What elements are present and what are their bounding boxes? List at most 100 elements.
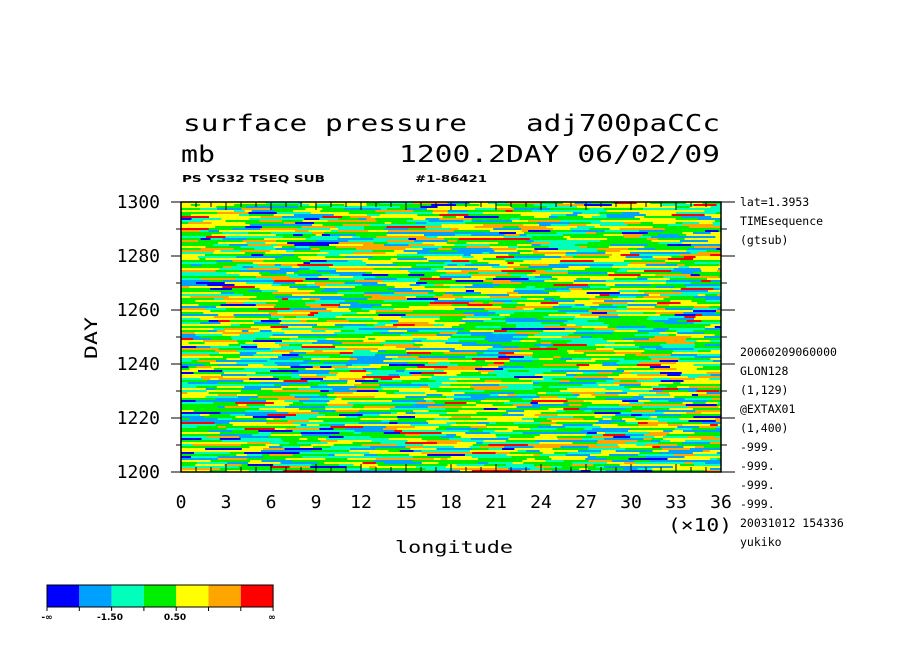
heatmap-cell — [655, 258, 668, 260]
heatmap-cell — [676, 468, 711, 470]
heatmap-cell — [181, 356, 204, 358]
heatmap-cell — [625, 434, 644, 436]
heatmap-cell — [275, 270, 299, 272]
heatmap-cell — [226, 358, 241, 360]
heatmap-cell — [345, 468, 370, 470]
heatmap-cell — [545, 460, 564, 462]
heatmap-cell — [390, 246, 411, 248]
heatmap-cell — [506, 410, 525, 412]
heatmap-cell — [528, 230, 551, 232]
heatmap-cell — [249, 380, 284, 382]
heatmap-cell — [181, 296, 191, 298]
heatmap-cell — [654, 436, 663, 438]
heatmap-cell — [349, 388, 376, 390]
heatmap-cell — [675, 334, 715, 336]
heatmap-cell — [227, 300, 261, 302]
heatmap-cell — [195, 400, 234, 402]
heatmap-cell — [219, 268, 241, 270]
heatmap-cell — [586, 354, 625, 356]
chart-units: mb — [181, 142, 215, 168]
x-tick-label: 12 — [350, 492, 372, 513]
heatmap-cell — [418, 356, 456, 358]
heatmap-cell — [648, 338, 687, 340]
heatmap-cell — [557, 438, 582, 440]
heatmap-cell — [619, 404, 652, 406]
heatmap-cell — [584, 410, 592, 412]
heatmap-cell — [606, 210, 647, 212]
heatmap-cell — [310, 386, 343, 388]
heatmap-cell — [367, 214, 380, 216]
heatmap-cell — [527, 336, 562, 338]
heatmap-cell — [639, 346, 663, 348]
heatmap-cell — [402, 318, 440, 320]
heatmap-cell — [310, 260, 327, 262]
heatmap-cell — [476, 224, 484, 226]
heatmap-cell — [272, 390, 304, 392]
heatmap-cell — [538, 416, 574, 418]
heatmap-cell — [528, 294, 561, 296]
heatmap-cell — [716, 380, 721, 382]
heatmap-cell — [281, 386, 311, 388]
heatmap-cell — [447, 212, 483, 214]
heatmap-cell — [599, 342, 615, 344]
heatmap-cell — [710, 232, 721, 234]
heatmap-cell — [181, 228, 209, 230]
heatmap-cell — [246, 242, 266, 244]
heatmap-cell — [390, 408, 410, 410]
heatmap-cell — [293, 350, 315, 352]
heatmap-cell — [588, 460, 613, 462]
heatmap-cell — [704, 470, 721, 472]
heatmap-cell — [291, 376, 302, 378]
heatmap-cell — [590, 266, 612, 268]
heatmap-cell — [670, 354, 697, 356]
heatmap-cell — [224, 372, 231, 374]
heatmap-cell — [483, 350, 521, 352]
heatmap-cell — [181, 366, 189, 368]
heatmap-cell — [405, 434, 421, 436]
heatmap-cell — [480, 446, 489, 448]
heatmap-cell — [226, 258, 256, 260]
heatmap-cell — [318, 276, 354, 278]
heatmap-cell — [540, 262, 560, 264]
heatmap-cell — [259, 330, 272, 332]
heatmap-cell — [181, 292, 221, 294]
heatmap-cell — [342, 224, 370, 226]
chart-subtitle: 1200.2DAY 06/02/09 — [399, 142, 720, 168]
heatmap-cell — [567, 350, 574, 352]
heatmap-cell — [338, 242, 374, 244]
heatmap-cell — [211, 222, 246, 224]
heatmap-cell — [217, 384, 253, 386]
heatmap-cell — [323, 378, 340, 380]
heatmap-cell — [269, 336, 299, 338]
heatmap-cell — [534, 438, 558, 440]
heatmap-cell — [499, 314, 511, 316]
heatmap-cell — [645, 264, 678, 266]
heatmap-cell — [616, 326, 646, 328]
heatmap-cell — [618, 296, 636, 298]
heatmap-cell — [181, 254, 205, 256]
heatmap-cell — [592, 294, 600, 296]
heatmap-cell — [519, 378, 544, 380]
heatmap-cell — [408, 388, 418, 390]
heatmap-cell — [537, 402, 564, 404]
heatmap-cell — [454, 394, 490, 396]
heatmap-cell — [534, 414, 558, 416]
heatmap-cell — [249, 378, 279, 380]
heatmap-cell — [399, 268, 432, 270]
heatmap-cell — [247, 454, 262, 456]
heatmap-cell — [294, 396, 329, 398]
heatmap-cell — [579, 246, 588, 248]
heatmap-cell — [405, 368, 435, 370]
heatmap-cell — [379, 384, 402, 386]
heatmap-cell — [651, 468, 677, 470]
heatmap-cell — [694, 446, 704, 448]
heatmap-cell — [247, 244, 271, 246]
heatmap-cell — [203, 220, 226, 222]
heatmap-cell — [438, 314, 475, 316]
heatmap-cell — [292, 294, 309, 296]
heatmap-cell — [314, 314, 343, 316]
heatmap-cell — [248, 406, 286, 408]
heatmap-cell — [559, 262, 574, 264]
heatmap-cell — [479, 466, 498, 468]
heatmap-cell — [334, 332, 373, 334]
